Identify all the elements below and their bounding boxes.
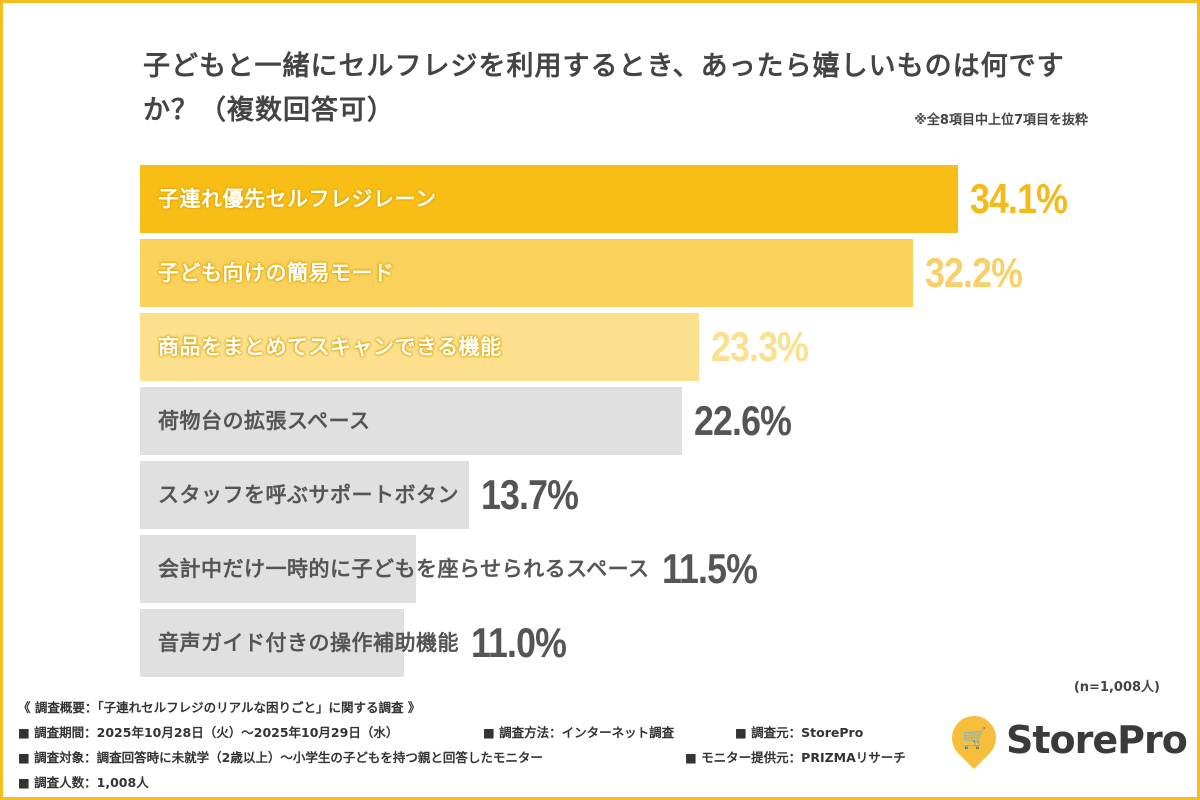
- bar: [140, 535, 416, 603]
- shopping-cart-icon: 🛒: [962, 726, 987, 750]
- value-label: 11.5%: [662, 545, 758, 592]
- bar-label: 会計中だけ一時的に子どもを座らせられるスペース: [158, 557, 650, 581]
- value-label: 13.7%: [480, 471, 579, 518]
- value-label: 34.1%: [970, 175, 1068, 222]
- footer-period: ■ 調査期間：2025年10月28日（火）～2025年10月29日（水）: [18, 725, 399, 740]
- footer-target: ■ 調査対象：調査回答時に未就学（2歳以上）～小学生の子どもを持つ親と回答したモ…: [18, 750, 543, 765]
- bar: [140, 313, 700, 381]
- sample-size: (n=1,008人): [1073, 680, 1160, 695]
- footer-row-1: ■ 調査期間：2025年10月28日（火）～2025年10月29日（水） ■ 調…: [18, 722, 938, 740]
- bar: [140, 461, 469, 529]
- storepro-logo: 🛒 StorePro: [942, 706, 1188, 774]
- bar: [140, 239, 913, 307]
- footer-provider: ■ モニター提供元：PRIZMAリサーチ: [685, 750, 906, 765]
- bar-label: 商品をまとめてスキャンできる機能: [158, 335, 502, 359]
- value-label: 11.0%: [471, 619, 567, 666]
- bar: [140, 609, 404, 677]
- footer-count: ■ 調査人数：1,008人: [18, 775, 149, 790]
- bar-label: 子連れ優先セルフレジレーン: [158, 187, 437, 211]
- value-label: 32.2%: [924, 249, 1023, 296]
- value-label: 22.6%: [694, 397, 792, 444]
- bar: [140, 165, 959, 233]
- footer-source: ■ 調査元：StorePro: [735, 725, 864, 740]
- chart-title: 子どもと一緒にセルフレジを利用するとき、あったら嬉しいものは何ですか？（複数回答…: [143, 51, 1065, 126]
- footer-method: ■ 調査方法：インターネット調査: [483, 725, 675, 740]
- bar-label: 荷物台の拡張スペース: [158, 409, 371, 433]
- footer-row-2: ■ 調査対象：調査回答時に未就学（2歳以上）～小学生の子どもを持つ親と回答したモ…: [18, 747, 938, 765]
- bar-label: 子ども向けの簡易モード: [158, 261, 395, 285]
- bar-label: スタッフを呼ぶサポートボタン: [158, 483, 459, 507]
- logo-text: StorePro: [1006, 718, 1188, 762]
- bar-chart: 子連れ優先セルフレジレーン 34.1% 子ども向けの簡易モード 32.2% 商品をまとめ…: [140, 165, 1068, 677]
- value-label: 23.3%: [711, 323, 809, 370]
- footer-heading: 《 調査概要：「子連れセルフレジのリアルな困りごと」に関する調査 》: [18, 700, 421, 715]
- bar-label: 音声ガイド付きの操作補助機能: [158, 631, 459, 655]
- bar: [140, 387, 683, 455]
- chart-note: ※全8項目中上位7項目を抜粋: [914, 113, 1088, 128]
